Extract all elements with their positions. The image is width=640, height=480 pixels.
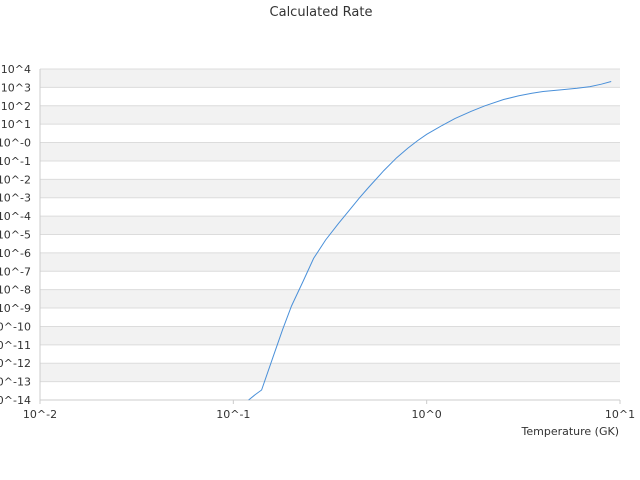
y-tick-label: 10^2 <box>1 100 31 113</box>
y-tick-label: 10^3 <box>1 81 31 94</box>
y-axis-ticks: 10^-14 10^-13 10^-12 10^-11 10^-10 10^-9 10^-8… <box>0 63 31 407</box>
y-tick-label: 10^1 <box>1 118 31 131</box>
x-axis-title: Temperature (GK) <box>521 425 620 438</box>
grid-band <box>40 216 620 235</box>
series-group <box>248 81 612 401</box>
axes <box>39 69 620 401</box>
grid-band <box>40 179 620 198</box>
y-tick-label: 10^4 <box>1 63 31 76</box>
y-tick-label: 10^-8 <box>0 284 31 297</box>
y-tick-label: 10^-7 <box>0 265 31 278</box>
chart-title: Calculated Rate <box>270 5 373 20</box>
y-tick-label: 10^-6 <box>0 247 31 260</box>
grid-bands <box>40 69 620 382</box>
grid-band <box>40 69 620 88</box>
y-tick-label: 10^-13 <box>0 376 31 389</box>
grid-band <box>40 105 620 125</box>
grid-band <box>40 142 620 161</box>
x-tick-label: 10^0 <box>412 408 442 421</box>
y-tick-label: 10^-0 <box>0 137 31 150</box>
y-tick-label: 10^-4 <box>0 210 31 223</box>
y-tick-label: 10^-12 <box>0 357 31 370</box>
y-tick-label: 10^-2 <box>0 173 31 186</box>
x-axis-ticks: 10^-2 10^-1 10^0 10^1 <box>23 400 635 421</box>
x-tick-label: 10^-1 <box>216 408 250 421</box>
x-tick-label: 10^1 <box>605 408 635 421</box>
y-tick-label: 10^-1 <box>0 155 31 168</box>
series-line <box>248 81 612 401</box>
y-tick-label: 10^-10 <box>0 320 31 333</box>
y-tick-label: 10^-11 <box>0 339 31 352</box>
x-tick-label: 10^-2 <box>23 408 57 421</box>
y-tick-label: 10^-9 <box>0 302 31 315</box>
y-tick-label: 10^-3 <box>0 192 31 205</box>
grid-band <box>40 326 620 345</box>
grid-band <box>40 289 620 309</box>
grid-band <box>40 363 620 382</box>
grid-lines <box>40 68 620 401</box>
grid-band <box>40 252 620 272</box>
y-tick-label: 10^-14 <box>0 394 31 407</box>
y-tick-label: 10^-5 <box>0 229 31 242</box>
